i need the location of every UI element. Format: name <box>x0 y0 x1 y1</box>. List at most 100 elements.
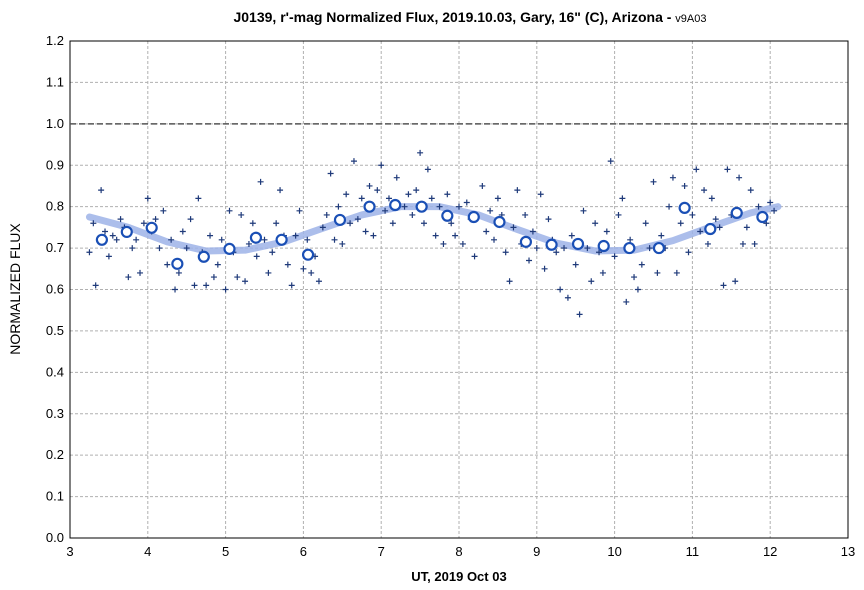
data-point <box>378 162 385 169</box>
data-point <box>315 278 322 285</box>
data-point <box>238 211 245 218</box>
data-point <box>701 187 708 194</box>
data-point <box>673 269 680 276</box>
data-point <box>86 249 93 256</box>
data-point <box>382 207 389 214</box>
data-point <box>510 224 517 231</box>
data-point <box>420 220 427 227</box>
data-point <box>708 195 715 202</box>
data-point <box>526 257 533 264</box>
mean-point <box>597 239 610 253</box>
mean-point <box>120 225 133 239</box>
data-point <box>767 199 774 206</box>
data-point <box>631 274 638 281</box>
data-point <box>720 282 727 289</box>
data-point <box>98 187 105 194</box>
data-point <box>456 203 462 210</box>
data-point <box>288 282 295 289</box>
mean-point <box>145 221 158 234</box>
data-point <box>218 236 225 243</box>
data-point <box>109 232 116 239</box>
data-point <box>370 232 377 239</box>
data-point <box>564 294 571 301</box>
data-point <box>448 220 455 227</box>
data-point <box>296 207 303 214</box>
data-point <box>669 174 676 181</box>
x-tick-label: 8 <box>455 544 462 559</box>
mean-point <box>171 257 184 270</box>
mean-point <box>571 237 585 251</box>
data-point <box>385 195 392 202</box>
x-tick-label: 6 <box>300 544 307 559</box>
data-point <box>491 236 498 243</box>
data-point <box>277 187 284 194</box>
mean-point <box>704 222 717 236</box>
data-point <box>642 220 649 227</box>
y-tick-label: 0.7 <box>46 240 64 255</box>
data-point <box>245 240 252 247</box>
mean-point <box>493 215 506 229</box>
data-point <box>436 203 443 210</box>
data-point <box>634 286 641 293</box>
data-point <box>568 232 575 239</box>
data-point <box>195 195 202 202</box>
x-tick-label: 5 <box>222 544 229 559</box>
data-point <box>599 269 606 276</box>
mean-point <box>249 231 263 244</box>
data-point <box>179 228 186 235</box>
data-point <box>537 191 544 198</box>
data-point <box>253 253 260 260</box>
data-point <box>712 216 719 223</box>
data-point <box>156 245 163 252</box>
data-point <box>160 207 167 214</box>
data-point <box>650 178 657 185</box>
data-point <box>273 220 280 227</box>
data-point <box>572 261 579 268</box>
y-tick-label: 0.1 <box>46 489 64 504</box>
data-point <box>265 269 272 276</box>
data-point <box>452 232 459 239</box>
data-point <box>666 203 673 210</box>
data-point <box>739 240 746 247</box>
data-point <box>627 236 634 243</box>
data-point <box>502 249 509 256</box>
mean-point <box>519 235 533 248</box>
data-point <box>354 216 361 223</box>
y-tick-label: 0.0 <box>46 530 64 545</box>
data-point <box>125 274 132 281</box>
data-point <box>704 240 711 247</box>
data-point <box>576 311 583 318</box>
data-point <box>522 211 529 218</box>
data-point <box>257 178 264 185</box>
y-tick-label: 0.8 <box>46 199 64 214</box>
x-axis-label: UT, 2019 Oct 03 <box>411 569 506 584</box>
data-point <box>424 166 431 173</box>
data-point <box>222 286 229 293</box>
data-point <box>545 216 552 223</box>
mean-point <box>756 210 769 224</box>
data-point <box>113 236 120 243</box>
x-tick-label: 4 <box>144 544 151 559</box>
mean-point <box>223 242 236 256</box>
data-point <box>102 228 109 235</box>
data-point <box>413 187 420 194</box>
chart-title-line: J0139, r'-mag Normalized Flux, 2019.10.0… <box>233 9 706 25</box>
data-point <box>175 269 182 276</box>
data-point <box>561 245 568 252</box>
data-point <box>428 195 435 202</box>
data-point <box>168 236 175 243</box>
data-point <box>292 232 299 239</box>
y-tick-label: 1.2 <box>46 33 64 48</box>
data-point <box>459 240 466 247</box>
data-point <box>736 174 743 181</box>
data-point <box>623 298 630 305</box>
data-point <box>693 166 700 173</box>
data-point <box>432 232 439 239</box>
data-point <box>751 240 758 247</box>
data-point <box>117 216 124 223</box>
y-tick-label: 1.1 <box>46 74 64 89</box>
chart-title: J0139, r'-mag Normalized Flux, 2019.10.0… <box>233 9 675 25</box>
y-tick-label: 0.3 <box>46 406 64 421</box>
data-point <box>347 220 354 227</box>
data-point <box>358 195 365 202</box>
